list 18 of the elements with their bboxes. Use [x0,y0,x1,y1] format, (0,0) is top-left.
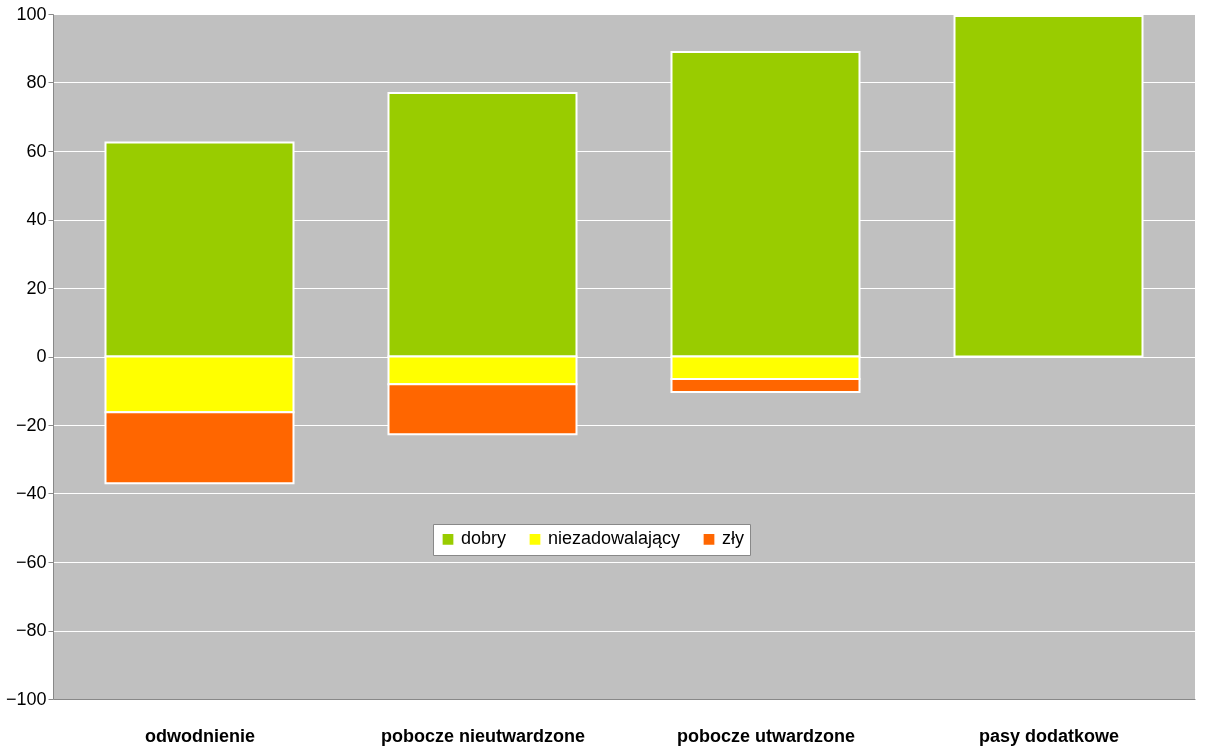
legend-label: dobry [461,528,507,549]
y-tick-label: 80 [26,72,47,92]
y-tick-label: 60 [26,140,47,161]
y-tick-label: −100 [5,688,47,709]
x-tick-label: pobocze nieutwardzone [380,725,586,746]
x-tick-label: pasy dodatkowe [978,725,1120,746]
y-tick-label: 40 [26,209,47,229]
y-tick-label: 100 [16,3,47,24]
legend-label: zły [722,528,744,549]
x-tick-label: odwodnienie [145,725,255,746]
y-tick-label: −60 [15,551,47,572]
y-tick-label: 0 [36,346,47,366]
x-tick-label: pobocze utwardzone [676,725,856,746]
y-tick-label: −80 [15,620,47,640]
y-tick-label: −20 [15,414,47,435]
y-tick-label: −40 [15,483,47,503]
y-tick-label: 20 [26,277,47,298]
legend-label: niezadowalający [548,528,681,549]
